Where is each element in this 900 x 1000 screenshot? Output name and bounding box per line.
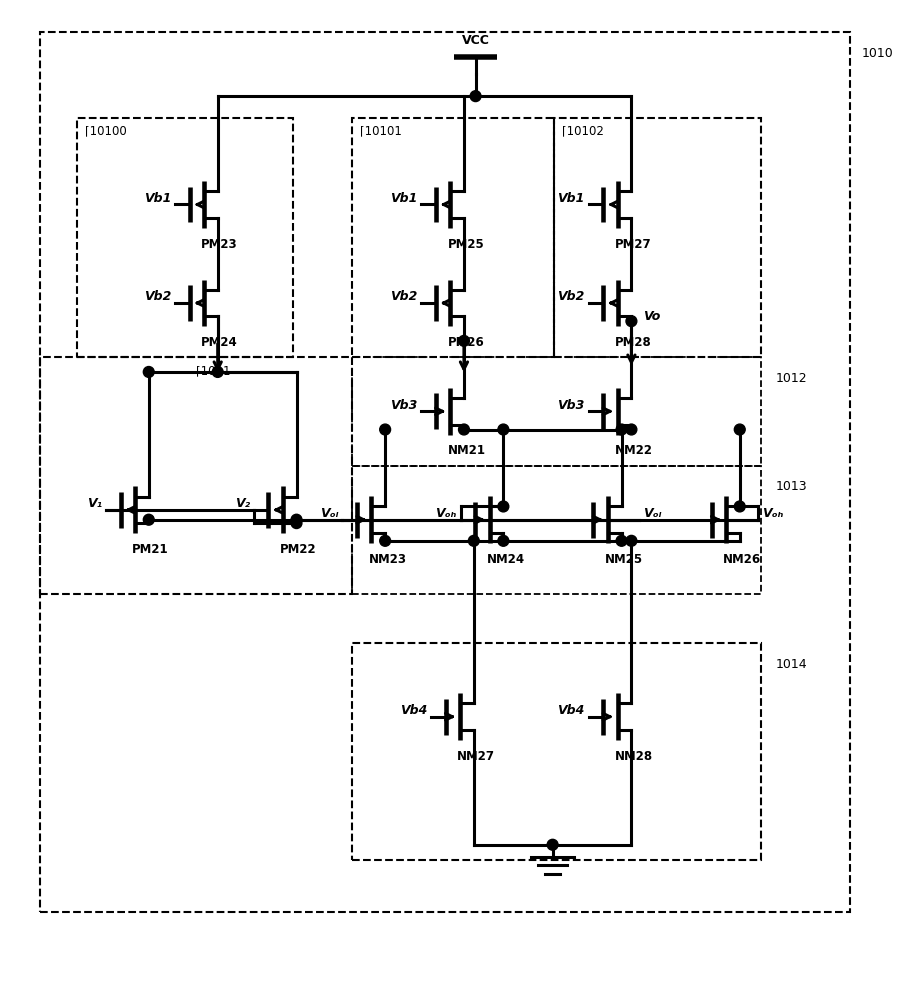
Circle shape xyxy=(498,424,508,435)
Circle shape xyxy=(626,424,637,435)
Bar xyxy=(353,357,761,466)
Bar xyxy=(353,643,761,860)
Circle shape xyxy=(458,424,470,435)
Circle shape xyxy=(626,316,637,327)
Circle shape xyxy=(734,501,745,512)
Text: NM26: NM26 xyxy=(724,553,761,566)
Text: PM28: PM28 xyxy=(615,336,652,349)
Circle shape xyxy=(616,424,627,435)
Circle shape xyxy=(143,367,154,377)
Text: Vb4: Vb4 xyxy=(557,704,585,717)
Circle shape xyxy=(380,424,391,435)
Text: PM21: PM21 xyxy=(132,543,169,556)
Text: Vb1: Vb1 xyxy=(144,192,171,205)
Text: ⌈10101: ⌈10101 xyxy=(360,125,402,138)
Bar xyxy=(40,32,850,912)
Circle shape xyxy=(143,514,154,525)
Text: PM27: PM27 xyxy=(615,238,652,251)
Circle shape xyxy=(498,501,508,512)
Bar xyxy=(76,118,293,357)
Circle shape xyxy=(468,535,479,546)
Circle shape xyxy=(626,535,637,546)
Bar xyxy=(353,118,554,357)
Text: Vb1: Vb1 xyxy=(390,192,418,205)
Circle shape xyxy=(291,518,302,529)
Text: 1013: 1013 xyxy=(776,480,807,493)
Bar xyxy=(40,357,353,594)
Bar xyxy=(353,466,761,594)
Text: VCC: VCC xyxy=(462,34,490,47)
Text: Vo: Vo xyxy=(644,310,661,323)
Text: Vb3: Vb3 xyxy=(390,399,418,412)
Circle shape xyxy=(547,839,558,850)
Text: PM22: PM22 xyxy=(280,543,317,556)
Text: V₂: V₂ xyxy=(235,497,250,510)
Text: 1010: 1010 xyxy=(861,47,894,60)
Text: NM24: NM24 xyxy=(487,553,525,566)
Text: Vb2: Vb2 xyxy=(557,290,585,303)
Text: 1012: 1012 xyxy=(776,372,807,385)
Text: Vₒₕ: Vₒₕ xyxy=(436,507,456,520)
Text: PM25: PM25 xyxy=(447,238,484,251)
Text: NM23: NM23 xyxy=(369,553,407,566)
Circle shape xyxy=(616,535,627,546)
Text: NM21: NM21 xyxy=(447,444,485,457)
Text: V₁: V₁ xyxy=(87,497,102,510)
Text: NM22: NM22 xyxy=(615,444,652,457)
Text: Vb2: Vb2 xyxy=(390,290,418,303)
Text: Vb1: Vb1 xyxy=(557,192,585,205)
Text: NM25: NM25 xyxy=(605,553,644,566)
Circle shape xyxy=(734,424,745,435)
Bar xyxy=(554,118,761,357)
Text: 1014: 1014 xyxy=(776,658,807,671)
Text: ⌈1011: ⌈1011 xyxy=(196,364,230,377)
Circle shape xyxy=(458,335,470,346)
Text: PM24: PM24 xyxy=(202,336,238,349)
Text: PM26: PM26 xyxy=(447,336,484,349)
Circle shape xyxy=(470,91,481,102)
Text: Vb2: Vb2 xyxy=(144,290,171,303)
Text: PM23: PM23 xyxy=(202,238,238,251)
Text: Vₒₗ: Vₒₗ xyxy=(320,507,338,520)
Text: Vₒₕ: Vₒₕ xyxy=(761,507,783,520)
Circle shape xyxy=(498,535,508,546)
Text: Vb4: Vb4 xyxy=(400,704,428,717)
Circle shape xyxy=(291,514,302,525)
Text: NM28: NM28 xyxy=(615,750,653,763)
Text: NM27: NM27 xyxy=(457,750,495,763)
Circle shape xyxy=(212,367,223,377)
Text: Vb3: Vb3 xyxy=(557,399,585,412)
Text: Vₒₗ: Vₒₗ xyxy=(644,507,662,520)
Text: ⌈10102: ⌈10102 xyxy=(562,125,604,138)
Circle shape xyxy=(380,535,391,546)
Text: ⌈10100: ⌈10100 xyxy=(85,125,126,138)
